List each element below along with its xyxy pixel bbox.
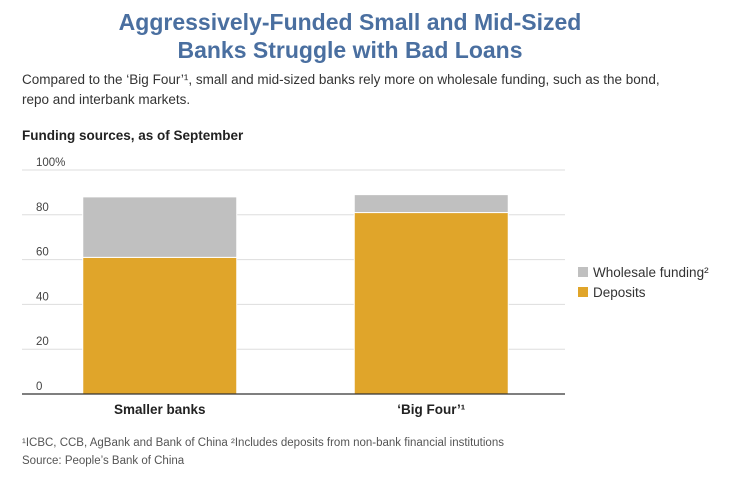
legend-item-deposits: Deposits [578,282,709,302]
legend-item-wholesale: Wholesale funding² [578,262,709,282]
y-tick-label: 0 [36,381,42,393]
bar-wholesale-0 [82,196,238,258]
section-label: Funding sources, as of September [22,128,244,143]
legend-swatch-wholesale [578,267,588,277]
y-tick-label: 20 [36,336,49,348]
x-tick-label: Smaller banks [114,402,206,417]
y-tick-label: 60 [36,247,49,259]
chart-subtitle-line-2: repo and interbank markets. [22,92,191,107]
y-tick-label: 80 [36,202,49,214]
chart-title: Aggressively-Funded Small and Mid-Sized … [0,8,700,64]
legend: Wholesale funding² Deposits [578,262,709,302]
y-tick-label: 40 [36,291,49,303]
legend-label-deposits: Deposits [593,284,646,300]
legend-swatch-deposits [578,287,588,297]
legend-label-wholesale: Wholesale funding² [593,264,709,280]
chart-subtitle-line-1: Compared to the ‘Big Four’¹, small and m… [22,72,660,87]
chart-title-line-1: Aggressively-Funded Small and Mid-Sized [118,9,582,35]
footnote-line-1: ¹ICBC, CCB, AgBank and Bank of China ²In… [22,437,504,449]
chart-subtitle: Compared to the ‘Big Four’¹, small and m… [22,70,722,110]
bar-wholesale-1 [353,194,509,214]
x-tick-label: ‘Big Four’¹ [397,402,465,417]
chart-title-line-2: Banks Struggle with Bad Loans [177,37,523,63]
footnote: ¹ICBC, CCB, AgBank and Bank of China ²In… [22,434,504,470]
bar-deposits-1 [353,212,509,395]
footnote-source: Source: People’s Bank of China [22,455,185,467]
bar-deposits-0 [82,256,238,395]
y-tick-label: 100% [36,157,65,169]
bar-chart: 100% 80 60 40 20 0 Smaller banks ‘Big Four’¹ [22,157,565,417]
